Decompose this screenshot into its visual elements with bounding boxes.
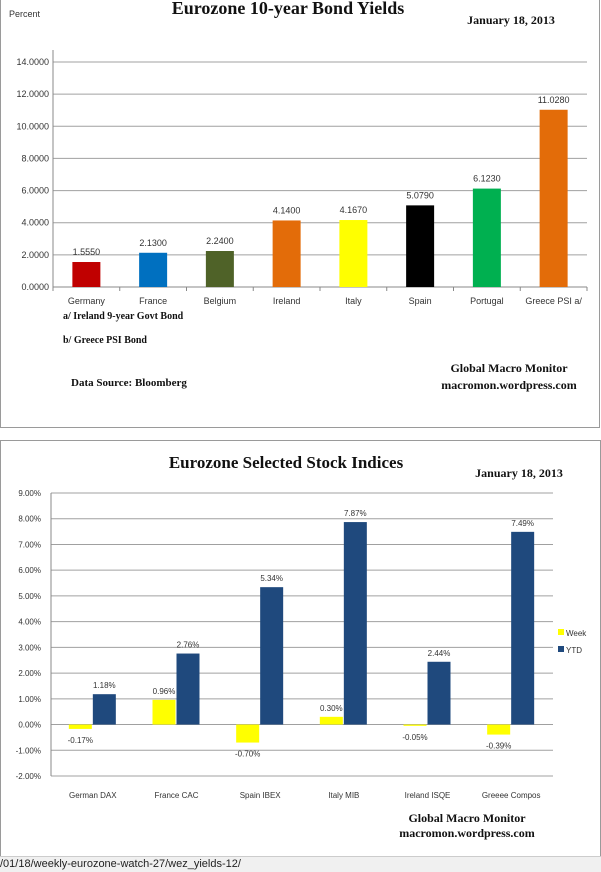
- bar-ytd: [343, 522, 367, 725]
- bar-week: [487, 724, 511, 735]
- x-tick-label: Greece PSI a/: [525, 296, 582, 306]
- bar-week: [403, 724, 427, 726]
- y-tick-label: 5.00%: [18, 592, 41, 601]
- data-label: -0.05%: [402, 733, 427, 742]
- bar: [139, 252, 168, 287]
- data-label: 4.1400: [273, 205, 301, 215]
- footnote-b: b/ Greece PSI Bond: [63, 335, 147, 346]
- x-tick-label: Ireland ISQE: [405, 791, 451, 800]
- data-label: 2.1300: [139, 238, 167, 248]
- bar: [472, 188, 501, 287]
- bar-week: [319, 716, 343, 725]
- legend-label: Week: [566, 629, 587, 638]
- bar-week: [68, 724, 92, 729]
- data-label: -0.17%: [68, 736, 93, 745]
- y-tick-label: 8.0000: [21, 153, 49, 163]
- data-label: 2.44%: [428, 649, 451, 658]
- x-tick-label: Greeee Compos: [482, 791, 541, 800]
- y-tick-label: 4.00%: [18, 618, 41, 627]
- y-tick-label: 0.0000: [21, 282, 49, 292]
- y-tick-label: 8.00%: [18, 515, 41, 524]
- x-tick-label: France: [139, 296, 167, 306]
- chart-title: Eurozone Selected Stock Indices: [169, 453, 404, 472]
- y-tick-label: 10.0000: [16, 121, 49, 131]
- data-source: Data Source: Bloomberg: [71, 377, 187, 389]
- data-label: -0.70%: [235, 750, 260, 759]
- bond-yields-panel: Percent Eurozone 10-year Bond Yields Jan…: [0, 0, 600, 428]
- bar: [272, 220, 301, 287]
- footnote-a: a/ Ireland 9-year Govt Bond: [63, 311, 184, 322]
- y-tick-label: 7.00%: [18, 540, 41, 549]
- x-tick-label: France CAC: [154, 791, 198, 800]
- data-label: 5.0790: [406, 190, 434, 200]
- credit-name: Global Macro Monitor: [450, 361, 568, 375]
- bar-ytd: [92, 694, 116, 725]
- x-tick-label: Ireland: [273, 296, 301, 306]
- y-tick-label: 2.0000: [21, 250, 49, 260]
- x-tick-label: Germany: [68, 296, 106, 306]
- y-tick-label: 6.0000: [21, 186, 49, 196]
- bar: [539, 109, 568, 287]
- y-tick-label: -2.00%: [16, 772, 41, 781]
- x-tick-label: Spain IBEX: [240, 791, 282, 800]
- bar: [205, 251, 234, 287]
- y-tick-label: 3.00%: [18, 643, 41, 652]
- x-tick-label: Spain: [409, 296, 432, 306]
- bar-week: [152, 699, 176, 725]
- bar-ytd: [176, 653, 200, 725]
- stock-indices-chart: Eurozone Selected Stock Indices January …: [16, 453, 588, 840]
- x-tick-label: German DAX: [69, 791, 117, 800]
- status-bar-url: /01/18/weekly-eurozone-watch-27/wez_yiel…: [0, 856, 601, 872]
- bar-ytd: [511, 531, 535, 725]
- x-tick-label: Italy MIB: [328, 791, 359, 800]
- data-label: 7.49%: [511, 519, 534, 528]
- credit-name: Global Macro Monitor: [408, 811, 526, 825]
- data-label: 0.96%: [153, 687, 176, 696]
- x-tick-label: Portugal: [470, 296, 504, 306]
- data-label: 7.87%: [344, 509, 367, 518]
- data-label: 2.2400: [206, 236, 234, 246]
- bond-yields-chart: Percent Eurozone 10-year Bond Yields Jan…: [9, 0, 588, 392]
- y-tick-label: 1.00%: [18, 695, 41, 704]
- data-label: 11.0280: [538, 95, 570, 105]
- y-tick-label: 14.0000: [16, 57, 49, 67]
- chart-date: January 18, 2013: [467, 13, 555, 27]
- data-label: 1.18%: [93, 681, 116, 690]
- data-label: 0.30%: [320, 704, 343, 713]
- stock-indices-panel: Eurozone Selected Stock Indices January …: [0, 440, 601, 857]
- bar: [406, 205, 435, 287]
- bar-week: [236, 724, 260, 743]
- legend-swatch: [558, 629, 564, 635]
- y-tick-label: 2.00%: [18, 669, 41, 678]
- data-label: 4.1670: [340, 205, 368, 215]
- data-label: 5.34%: [260, 574, 283, 583]
- data-label: -0.39%: [486, 742, 511, 751]
- chart-date: January 18, 2013: [475, 466, 563, 480]
- bar: [339, 220, 368, 287]
- credit-url: macromon.wordpress.com: [399, 826, 535, 840]
- y-tick-label: -1.00%: [16, 746, 41, 755]
- x-tick-label: Belgium: [204, 296, 237, 306]
- legend-label: YTD: [566, 646, 582, 655]
- data-label: 2.76%: [177, 641, 200, 650]
- y-tick-label: 6.00%: [18, 566, 41, 575]
- y-tick-label: 4.0000: [21, 218, 49, 228]
- credit-url: macromon.wordpress.com: [441, 378, 577, 392]
- legend-swatch: [558, 646, 564, 652]
- y-tick-label: 9.00%: [18, 489, 41, 498]
- bar-ytd: [427, 661, 451, 725]
- data-label: 6.1230: [473, 174, 501, 184]
- y-tick-label: 12.0000: [16, 89, 49, 99]
- bar-ytd: [260, 587, 284, 725]
- data-label: 1.5550: [73, 247, 101, 257]
- y-tick-label: 0.00%: [18, 721, 41, 730]
- bar: [72, 262, 101, 287]
- chart-title: Eurozone 10-year Bond Yields: [172, 0, 405, 18]
- y-axis-label: Percent: [9, 9, 41, 19]
- x-tick-label: Italy: [345, 296, 362, 306]
